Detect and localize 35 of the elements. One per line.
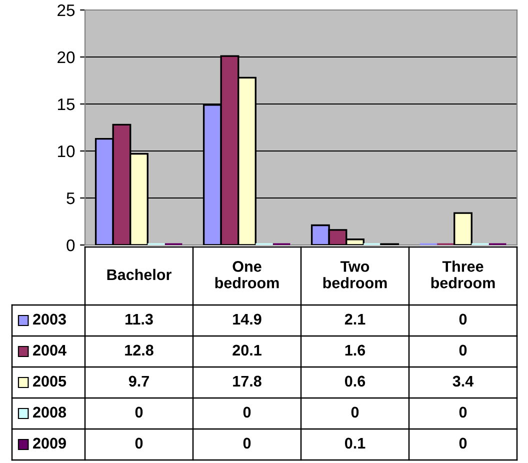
data-label: 2.1: [344, 314, 366, 324]
data-label: 0: [243, 438, 251, 449]
y-tick-label: 25: [58, 4, 75, 16]
data-label: 0: [351, 406, 359, 418]
x-tick-label: One bedroom: [215, 261, 279, 288]
data-label: 0: [459, 314, 467, 325]
data-label: 0.1: [344, 438, 366, 449]
data-label: 14.9: [233, 314, 262, 325]
data-label: 12.8: [125, 344, 154, 356]
data-label: 3.4: [452, 376, 474, 387]
legend-label: 2003: [33, 314, 66, 325]
x-tick-label: Two bedroom: [323, 261, 387, 288]
x-tick-label: Three bedroom: [431, 260, 495, 288]
legend-label: 2005: [33, 376, 66, 387]
data-label: 0: [459, 344, 467, 356]
data-label: 0: [459, 438, 467, 449]
legend-label: 2008: [33, 406, 66, 418]
data-label: 20.1: [232, 344, 262, 356]
y-tick-label: 0: [66, 239, 75, 252]
data-label: 0: [135, 406, 143, 418]
legend-label: 2004: [33, 344, 66, 356]
data-label: 9.7: [128, 376, 149, 387]
y-tick-label: 20: [58, 51, 75, 64]
y-tick-label: 10: [58, 145, 75, 158]
data-label: 17.8: [233, 376, 262, 387]
data-label: 0: [459, 406, 467, 418]
legend-label: 2009: [33, 438, 66, 449]
data-label: 0: [135, 438, 143, 449]
y-tick-label: 15: [58, 98, 75, 110]
data-label: 11.3: [126, 314, 153, 325]
x-tick-label: Bachelor: [107, 268, 172, 280]
data-label: 1.6: [345, 344, 366, 356]
y-tick-label: 5: [66, 192, 75, 204]
data-label: 0: [243, 406, 251, 418]
data-label: 0.6: [344, 376, 366, 387]
